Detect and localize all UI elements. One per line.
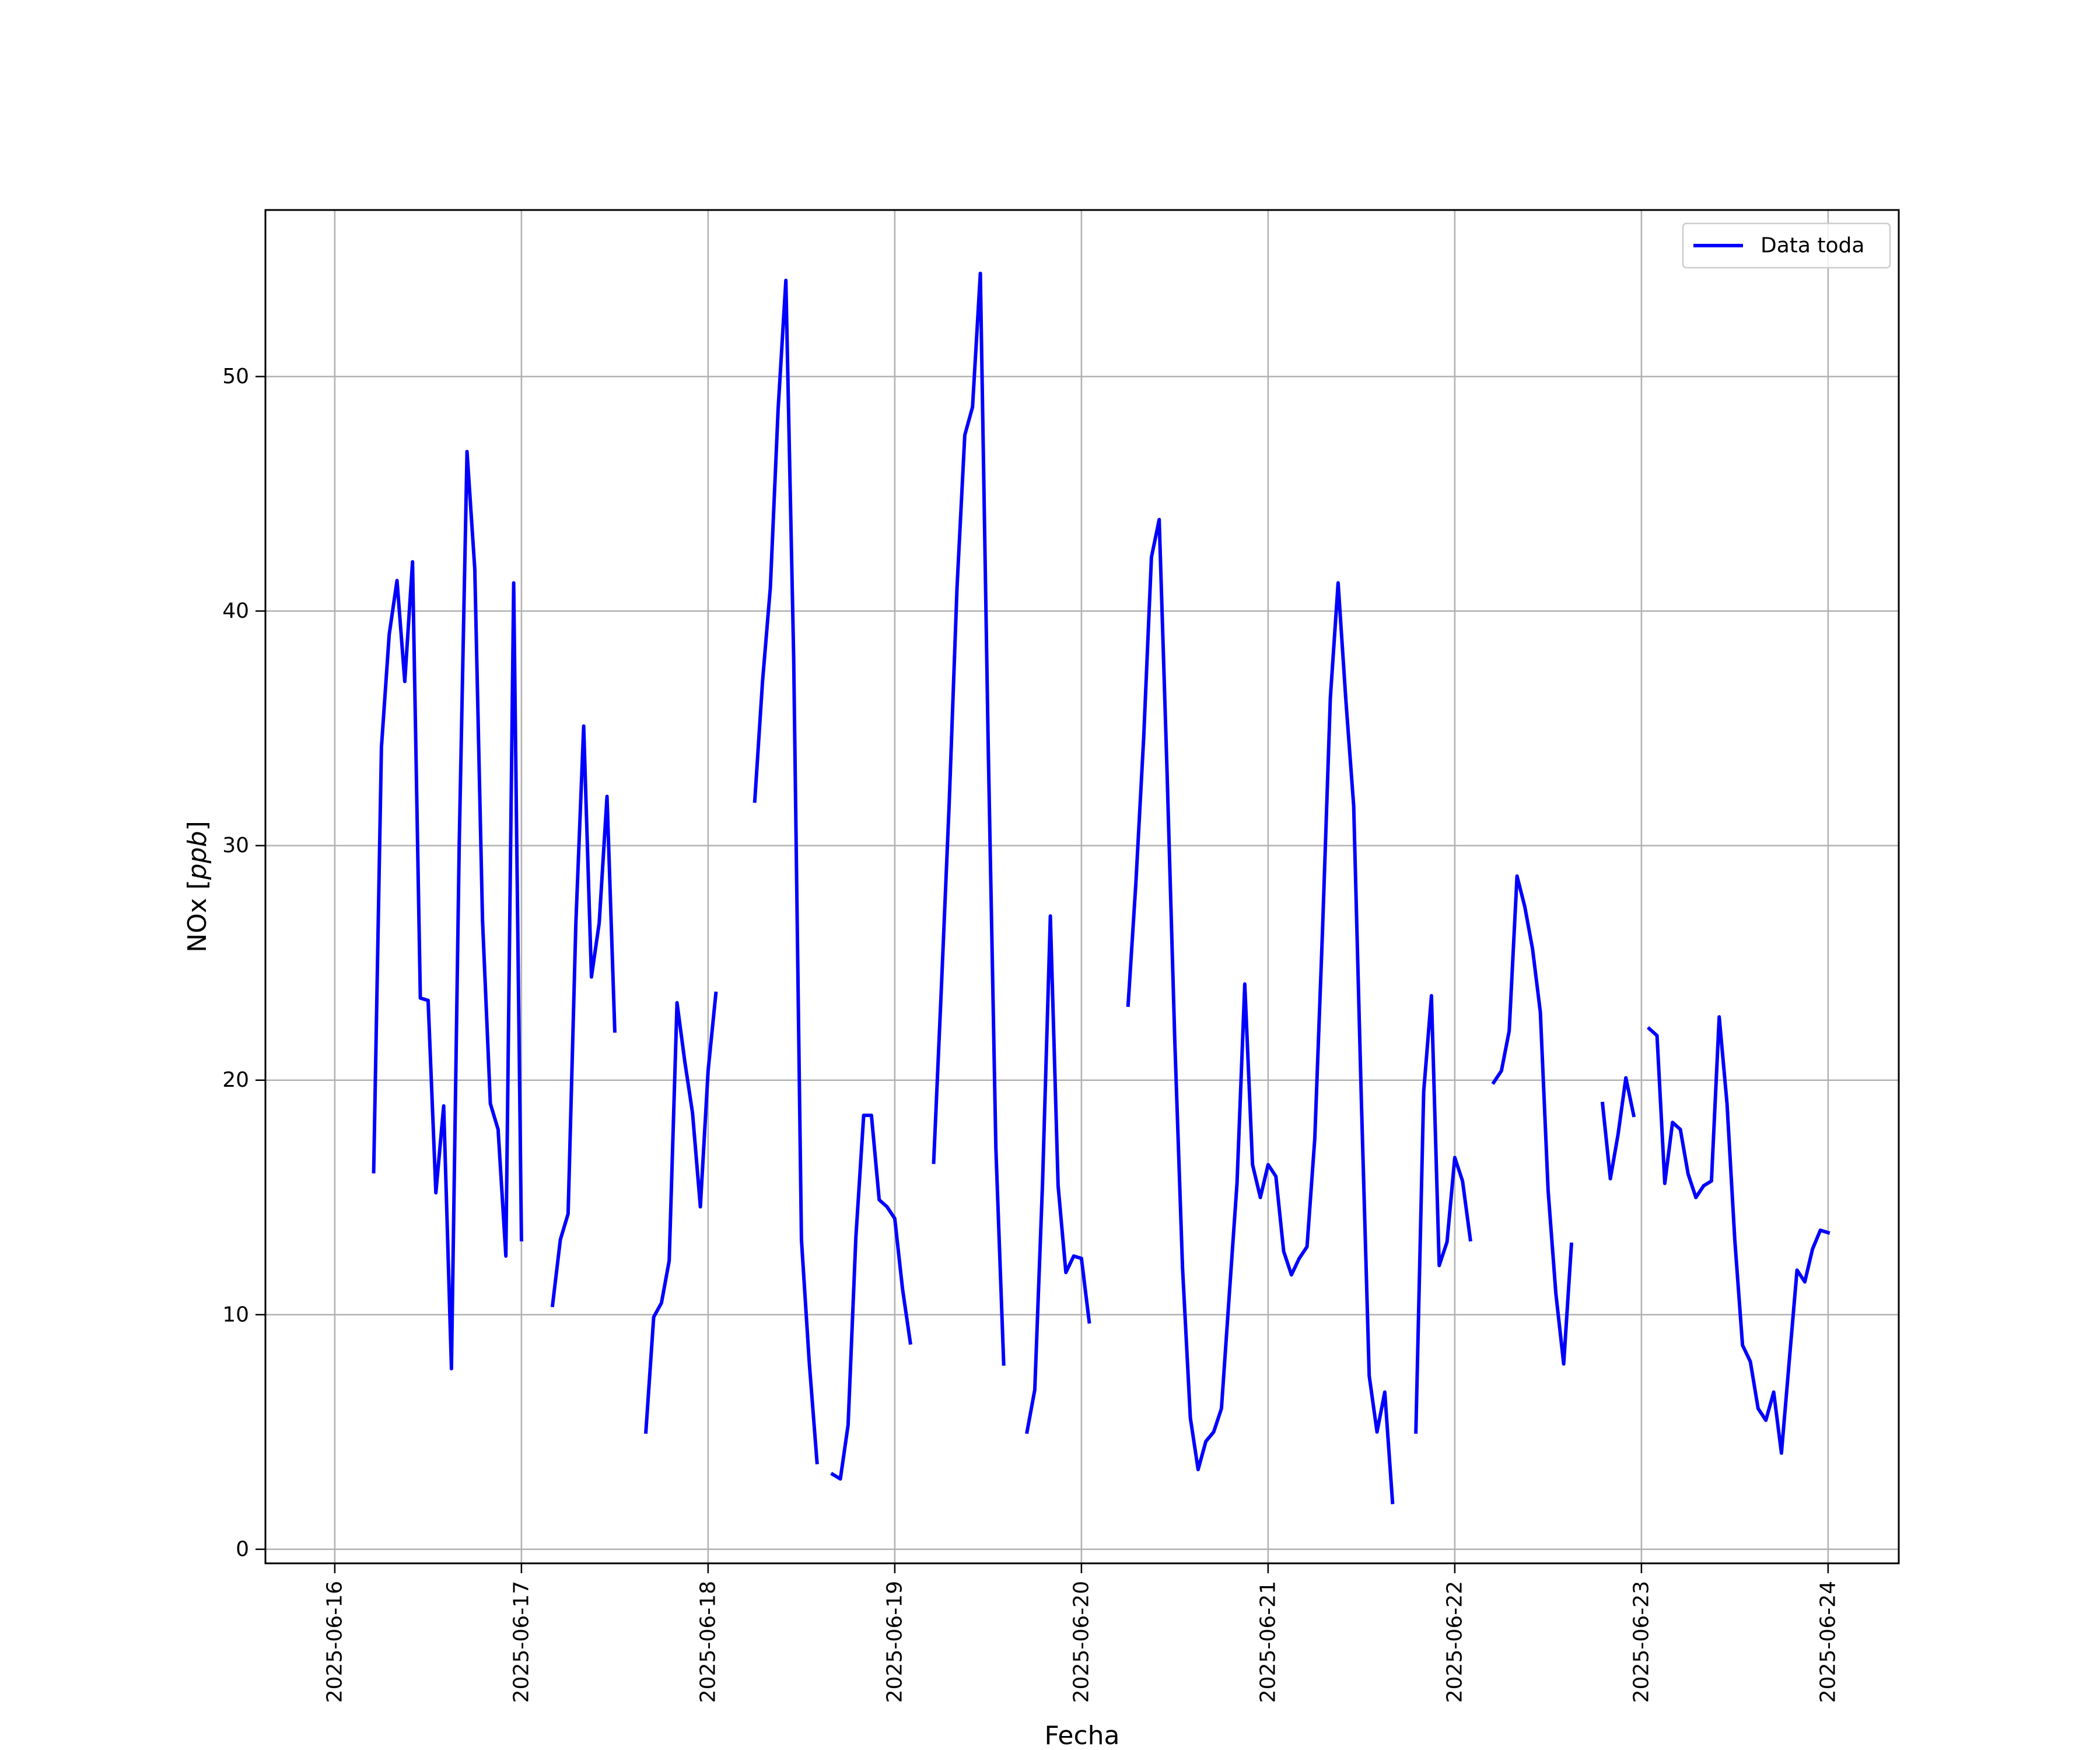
series-layer — [372, 271, 1831, 1504]
series-line-segment — [1646, 1015, 1831, 1455]
series-line-segment — [372, 450, 523, 1371]
legend-box — [1682, 222, 1891, 269]
series-line-segment — [644, 991, 718, 1434]
y-tick-label: 30 — [222, 834, 249, 858]
y-axis-label: NOx [ppb] — [183, 821, 212, 953]
series-line-segment — [550, 724, 617, 1308]
y-axis-label-bracket: ] — [183, 821, 212, 831]
series-line-segment — [1126, 517, 1395, 1504]
y-axis-ticks: 0 10 20 30 40 50 — [222, 365, 265, 1561]
x-tick-label: 2025-06-20 — [1069, 1581, 1093, 1703]
x-tick-label: 2025-06-21 — [1256, 1581, 1280, 1703]
y-tick-label: 10 — [222, 1303, 249, 1326]
y-tick-label: 50 — [222, 365, 249, 388]
legend-label: Data toda — [1760, 234, 1864, 258]
x-tick-label: 2025-06-23 — [1629, 1581, 1653, 1703]
x-tick-label: 2025-06-17 — [509, 1581, 533, 1703]
series-line-segment — [752, 278, 819, 1465]
series-line-segment — [1491, 874, 1574, 1366]
y-axis-label-prefix: NOx [ — [183, 880, 212, 953]
series-line-segment — [1414, 994, 1472, 1434]
series-line-segment — [830, 1114, 912, 1481]
legend: Data toda — [1682, 222, 1891, 269]
y-tick-label: 0 — [236, 1537, 249, 1561]
x-axis-label: Fecha — [1044, 1721, 1119, 1750]
x-tick-label: 2025-06-16 — [323, 1581, 346, 1703]
x-axis-ticks: 2025-06-16 2025-06-17 2025-06-18 2025-06-19… — [323, 1563, 1840, 1703]
series-line-segment — [1025, 914, 1091, 1434]
y-axis-label-unit: ppb — [183, 831, 212, 880]
series-line-segment — [932, 271, 1006, 1366]
x-tick-label: 2025-06-22 — [1443, 1581, 1466, 1703]
grid-lines — [265, 210, 1899, 1563]
x-tick-label: 2025-06-18 — [696, 1581, 720, 1703]
y-tick-label: 20 — [222, 1068, 249, 1092]
x-tick-label: 2025-06-19 — [883, 1581, 907, 1703]
y-tick-label: 40 — [222, 599, 249, 623]
series-line-segment — [1600, 1076, 1636, 1181]
x-tick-label: 2025-06-24 — [1816, 1581, 1840, 1703]
